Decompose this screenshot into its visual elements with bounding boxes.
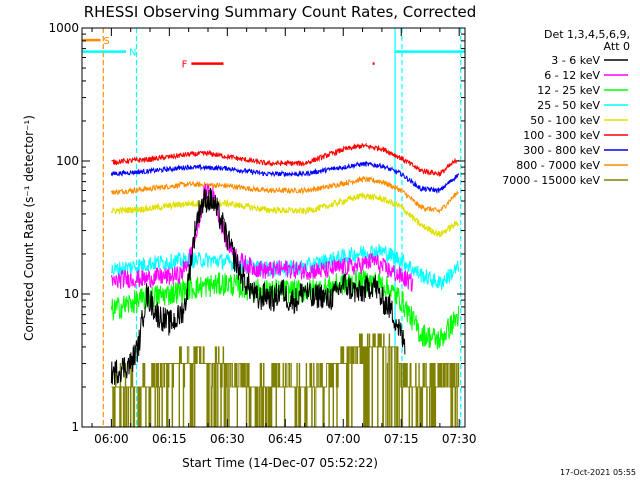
y-tick-label-0: 1 bbox=[71, 420, 79, 434]
x-tick-label-3: 06:45 bbox=[268, 432, 303, 446]
x-tick-label-4: 07:00 bbox=[326, 432, 361, 446]
series-line-7 bbox=[110, 175, 459, 215]
x-axis-label: Start Time (14-Dec-07 05:52:22) bbox=[182, 456, 378, 470]
x-tick-label-0: 06:00 bbox=[94, 432, 129, 446]
series-line-4 bbox=[110, 191, 460, 237]
legend-label-4: 50 - 100 keV bbox=[530, 114, 600, 127]
legend-label-3: 25 - 50 keV bbox=[537, 99, 600, 112]
series-line-5 bbox=[111, 142, 459, 177]
chart-title: RHESSI Observing Summary Count Rates, Co… bbox=[84, 3, 477, 21]
series-line-1 bbox=[110, 184, 414, 292]
legend-label-7: 800 - 7000 keV bbox=[516, 159, 600, 172]
x-tick-label-5: 07:15 bbox=[384, 432, 419, 446]
legend: Det 1,3,4,5,6,9,Att 0 3 - 6 keV 6 - 12 keV… bbox=[502, 28, 630, 187]
plot-area: S N F bbox=[82, 28, 465, 427]
legend-label-5: 100 - 300 keV bbox=[523, 129, 600, 142]
annotation-label-s: S bbox=[104, 36, 110, 47]
y-tick-label-3: 1000 bbox=[48, 21, 79, 35]
series-line-8 bbox=[111, 333, 460, 427]
y-axis-label: Corrected Count Rate (s⁻¹ detector⁻¹) bbox=[22, 115, 36, 341]
series-line-0 bbox=[110, 187, 406, 385]
legend-label-0: 3 - 6 keV bbox=[551, 54, 600, 67]
y-tick-label-1: 10 bbox=[64, 287, 79, 301]
plot-frame bbox=[81, 27, 466, 428]
timestamp-stamp: 17-Oct-2021 05:55 bbox=[560, 468, 636, 477]
annotation-label-f: F bbox=[182, 60, 188, 71]
series-line-2 bbox=[110, 269, 460, 350]
axes: 06:00 06:15 06:30 06:45 07:00 07:15 07:30 1 10 10… bbox=[48, 21, 476, 446]
legend-header-1: Att 0 bbox=[604, 40, 630, 53]
x-tick-label-6: 07:30 bbox=[442, 432, 477, 446]
legend-label-2: 12 - 25 keV bbox=[537, 84, 600, 97]
legend-label-6: 300 - 800 keV bbox=[523, 144, 600, 157]
legend-label-8: 7000 - 15000 keV bbox=[502, 174, 600, 187]
y-tick-label-2: 100 bbox=[56, 154, 79, 168]
annotation-label-n: N bbox=[129, 48, 136, 59]
legend-label-1: 6 - 12 keV bbox=[544, 69, 600, 82]
legend-header-0: Det 1,3,4,5,6,9, bbox=[544, 28, 630, 41]
series-line-6 bbox=[110, 160, 460, 194]
x-tick-label-2: 06:30 bbox=[210, 432, 245, 446]
x-tick-label-1: 06:15 bbox=[152, 432, 187, 446]
